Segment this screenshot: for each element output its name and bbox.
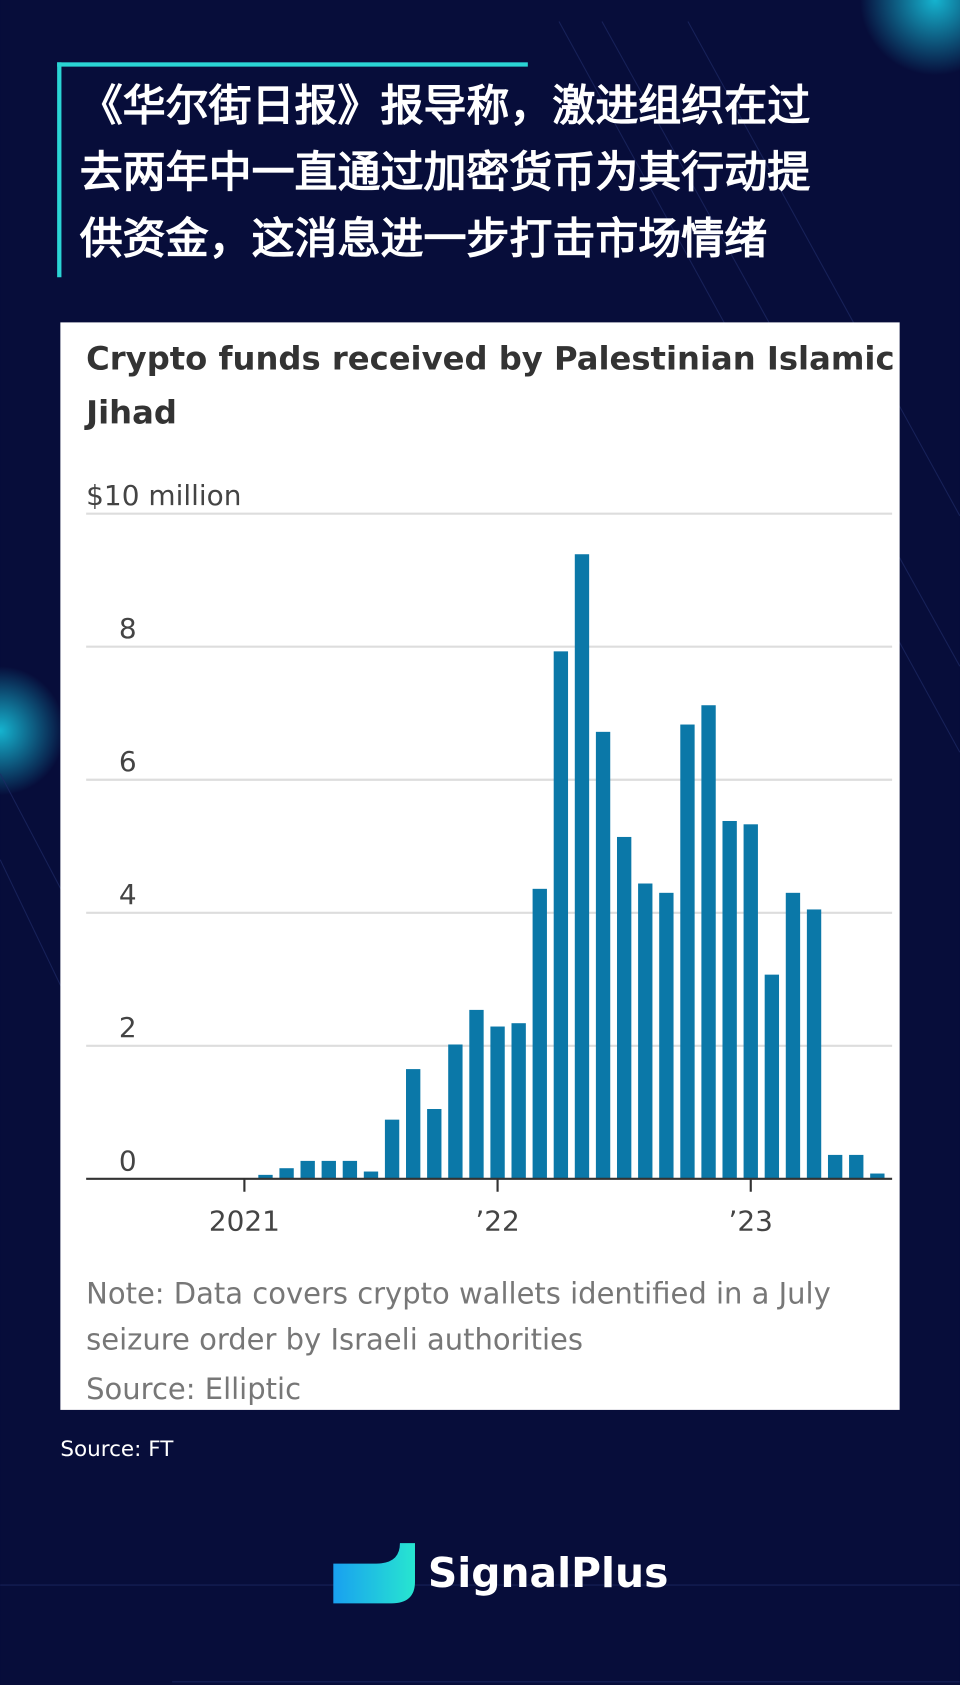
bar	[258, 1174, 273, 1179]
headline: 《华尔街日报》报导称，激进组织在过去两年中一直通过加密货币为其行动提供资金，这消…	[80, 81, 810, 264]
bar	[469, 1009, 484, 1179]
bar	[511, 1023, 526, 1179]
bar	[363, 1171, 379, 1179]
bar	[342, 1160, 358, 1179]
y-tick-label: 4	[119, 878, 137, 911]
y-tick-label: 2	[119, 1011, 137, 1044]
y-tick-label: 0	[119, 1144, 137, 1177]
bar	[722, 820, 737, 1179]
bar	[574, 554, 590, 1179]
bar	[827, 1154, 843, 1179]
bar	[638, 883, 653, 1179]
bar	[406, 1069, 421, 1179]
footer-source: Source: FT	[60, 1437, 174, 1462]
x-tick-label: 2021	[209, 1204, 280, 1237]
glow	[0, 666, 65, 796]
bar	[490, 1026, 505, 1179]
bar	[659, 892, 674, 1179]
note: seizure order by Israeli authorities	[86, 1323, 583, 1357]
glow	[859, 0, 960, 76]
x-tick-label: ’22	[475, 1204, 519, 1237]
y-tick-label: 6	[119, 745, 137, 778]
bar	[849, 1154, 864, 1179]
y-tick-label: 8	[119, 612, 137, 645]
headline-line: 《华尔街日报》报导称，激进组织在过	[80, 81, 810, 131]
brand: SignalPlus	[428, 1549, 669, 1597]
bar	[743, 824, 758, 1179]
bar	[680, 724, 695, 1179]
bar	[427, 1109, 442, 1179]
bar	[384, 1119, 400, 1179]
bar	[870, 1173, 885, 1179]
x-tick-label: ’23	[729, 1204, 773, 1237]
bar	[806, 909, 822, 1179]
bar	[532, 888, 547, 1179]
bar	[701, 705, 716, 1179]
bar	[321, 1160, 336, 1179]
bar	[764, 974, 780, 1179]
y-tick-label: $10 million	[86, 479, 241, 512]
source: Source: Elliptic	[86, 1372, 301, 1406]
bar	[279, 1168, 294, 1179]
headline-line: 供资金，这消息进一步打击市场情绪	[80, 215, 768, 265]
bar	[616, 836, 632, 1179]
note: Note: Data covers crypto wallets identif…	[86, 1277, 831, 1311]
headline-line: 去两年中一直通过加密货币为其行动提	[80, 148, 810, 198]
headline-rule	[57, 62, 528, 67]
chart: Crypto funds received by Palestinian Isl…	[84, 340, 894, 1406]
bar	[300, 1160, 315, 1179]
bar	[448, 1044, 463, 1179]
bar	[553, 651, 569, 1179]
chart-panel	[60, 322, 900, 1410]
logo	[333, 1543, 415, 1604]
chart-title: Jihad	[84, 393, 177, 431]
bar	[785, 892, 801, 1179]
chart-title: Crypto funds received by Palestinian Isl…	[86, 340, 894, 378]
headline-bar	[57, 62, 62, 278]
bar	[595, 731, 611, 1179]
